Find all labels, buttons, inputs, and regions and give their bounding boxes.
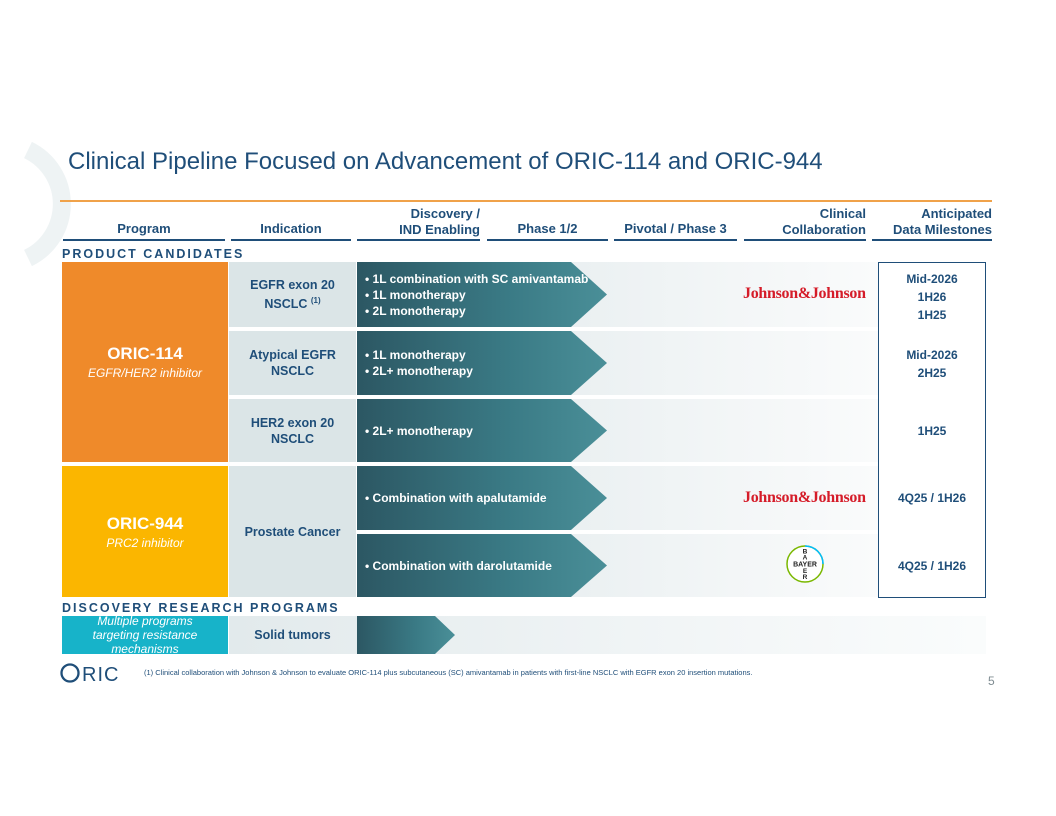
col-header-milestones: Anticipated Data Milestones (872, 206, 992, 241)
program-name: ORIC-944 (106, 513, 184, 533)
bullets-row-3: • 2L+ monotherapy (365, 423, 473, 439)
bullet-item: • 1L monotherapy (365, 348, 466, 362)
bullet-item: • Combination with apalutamide (365, 491, 547, 505)
progress-arrow-row-5 (357, 534, 607, 597)
svg-text:B: B (803, 549, 808, 556)
program-subtitle: EGFR/HER2 inhibitor (87, 366, 203, 380)
indication-atypical-egfr: Atypical EGFR NSCLC (229, 331, 356, 395)
svg-text:A: A (803, 555, 808, 562)
section-discovery-programs: DISCOVERY RESEARCH PROGRAMS (62, 601, 340, 615)
page-number: 5 (988, 674, 995, 688)
col-header-phase12: Phase 1/2 (487, 206, 608, 241)
indication-her2-exon20: HER2 exon 20 NSCLC (229, 399, 356, 462)
col-header-discovery: Discovery / IND Enabling (357, 206, 480, 241)
bullets-row-2: • 1L monotherapy • 2L+ monotherapy (365, 347, 473, 379)
indication-prostate-cancer: Prostate Cancer (229, 466, 356, 597)
bullet-item: • 1L combination with SC amivantamab (365, 272, 589, 286)
milestones-row-5: 4Q25 / 1H26 (878, 557, 986, 575)
milestones-row-3: 1H25 (878, 422, 986, 440)
logo-text: RIC (82, 664, 119, 684)
johnson-and-johnson-logo: Johnson&Johnson (743, 285, 866, 302)
bullet-item: • 2L+ monotherapy (365, 424, 473, 438)
program-subtitle: PRC2 inhibitor (106, 535, 184, 550)
col-header-pivotal: Pivotal / Phase 3 (614, 206, 737, 241)
bullets-row-4: • Combination with apalutamide (365, 490, 547, 506)
svg-text:BAYER: BAYER (793, 562, 817, 569)
progress-arrow-row-4 (357, 466, 607, 530)
indication-egfr-exon20: EGFR exon 20 NSCLC (1) (229, 262, 356, 327)
milestones-row-4: 4Q25 / 1H26 (878, 489, 986, 507)
program-discovery: Multiple programs targeting resistance m… (62, 614, 228, 656)
johnson-and-johnson-logo: Johnson&Johnson (743, 489, 866, 506)
bullets-row-5: • Combination with darolutamide (365, 558, 552, 574)
footnote: (1) Clinical collaboration with Johnson … (144, 668, 753, 677)
col-header-program: Program (63, 206, 225, 241)
progress-arrow-row-3 (357, 399, 607, 462)
bullet-item: • 2L+ monotherapy (365, 364, 473, 378)
svg-text:R: R (803, 574, 808, 581)
bullet-item: • Combination with darolutamide (365, 559, 552, 573)
milestone-value: Mid-2026 (906, 348, 958, 362)
program-oric-944: ORIC-944 PRC2 inhibitor (62, 466, 228, 597)
milestones-row-2: Mid-2026 2H25 (878, 346, 986, 382)
progress-arrow-row-2 (357, 331, 607, 395)
program-oric-114: ORIC-114 EGFR/HER2 inhibitor (62, 262, 228, 462)
bayer-logo: B A BAYER E R (786, 545, 824, 583)
milestones-box (878, 262, 986, 598)
progress-arrow-row-1 (357, 262, 607, 327)
watermark-graphic (23, 141, 71, 267)
milestone-value: 1H25 (917, 424, 947, 438)
milestone-value: 4Q25 / 1H26 (897, 559, 967, 573)
milestone-value: 4Q25 / 1H26 (897, 491, 967, 505)
milestones-row-1: Mid-2026 1H26 1H25 (878, 270, 986, 324)
section-product-candidates: PRODUCT CANDIDATES (62, 247, 245, 261)
indication-solid-tumors: Solid tumors (254, 628, 331, 642)
oric-logo-graphic: RIC (60, 663, 119, 686)
milestone-value: 1H26 (917, 290, 947, 304)
milestone-value: 2H25 (917, 366, 947, 380)
oric-logo: RIC (60, 662, 126, 690)
svg-text:E: E (803, 568, 808, 575)
col-header-collaboration: Clinical Collaboration (744, 206, 866, 241)
progress-arrow-discovery (357, 616, 455, 654)
page-title: Clinical Pipeline Focused on Advancement… (68, 148, 823, 175)
milestone-value: 1H25 (917, 308, 947, 322)
indication-label: EGFR exon 20 NSCLC (1) (250, 277, 335, 312)
program-subtitle: Multiple programs targeting resistance m… (92, 614, 198, 656)
program-name: ORIC-114 (107, 344, 183, 363)
col-header-indication: Indication (231, 206, 351, 241)
bullets-row-1: • 1L combination with SC amivantamab • 1… (365, 271, 588, 319)
milestone-value: Mid-2026 (906, 272, 958, 286)
lane-discovery (229, 616, 986, 654)
bullet-item: • 2L monotherapy (365, 304, 466, 318)
bullet-item: • 1L monotherapy (365, 288, 466, 302)
title-divider (60, 200, 992, 202)
